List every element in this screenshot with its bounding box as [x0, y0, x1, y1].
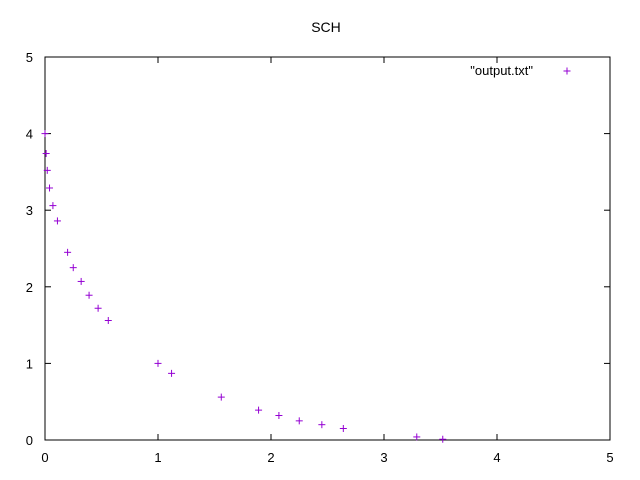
data-point — [255, 406, 263, 414]
y-tick-label: 1 — [26, 356, 33, 371]
data-point — [295, 417, 303, 425]
data-point — [168, 369, 176, 377]
data-point — [46, 184, 54, 192]
data-point — [41, 130, 49, 138]
data-point — [77, 277, 85, 285]
x-tick-label: 2 — [267, 450, 274, 465]
data-point — [43, 166, 51, 174]
axis-tick-labels: 0 1 2 3 4 5 0 1 2 3 4 5 — [26, 50, 614, 465]
data-point — [104, 317, 112, 325]
data-point — [275, 411, 283, 419]
data-point — [85, 291, 93, 299]
data-point — [69, 264, 77, 272]
data-point — [49, 202, 57, 210]
x-tick-label: 5 — [606, 450, 613, 465]
data-point — [64, 248, 72, 256]
data-point — [53, 217, 61, 225]
data-points — [41, 130, 447, 443]
data-point — [94, 304, 102, 312]
x-tick-label: 4 — [493, 450, 500, 465]
data-point — [318, 421, 326, 429]
y-tick-label: 2 — [26, 280, 33, 295]
x-tick-label: 0 — [41, 450, 48, 465]
x-tick-label: 1 — [154, 450, 161, 465]
data-point — [154, 359, 162, 367]
plot-frame — [44, 56, 611, 441]
data-point — [339, 425, 347, 433]
x-tick-label: 3 — [380, 450, 387, 465]
legend-marker — [563, 67, 571, 75]
axis-ticks — [45, 57, 610, 440]
y-tick-label: 0 — [26, 433, 33, 448]
data-point — [217, 393, 225, 401]
y-tick-label: 3 — [26, 203, 33, 218]
legend-label: "output.txt" — [470, 63, 533, 78]
y-tick-label: 5 — [26, 50, 33, 65]
chart-title: SCH — [311, 19, 341, 35]
y-tick-label: 4 — [26, 127, 33, 142]
data-point — [439, 435, 447, 443]
data-point — [413, 433, 421, 441]
data-point — [42, 150, 50, 158]
legend: "output.txt" — [470, 63, 571, 78]
